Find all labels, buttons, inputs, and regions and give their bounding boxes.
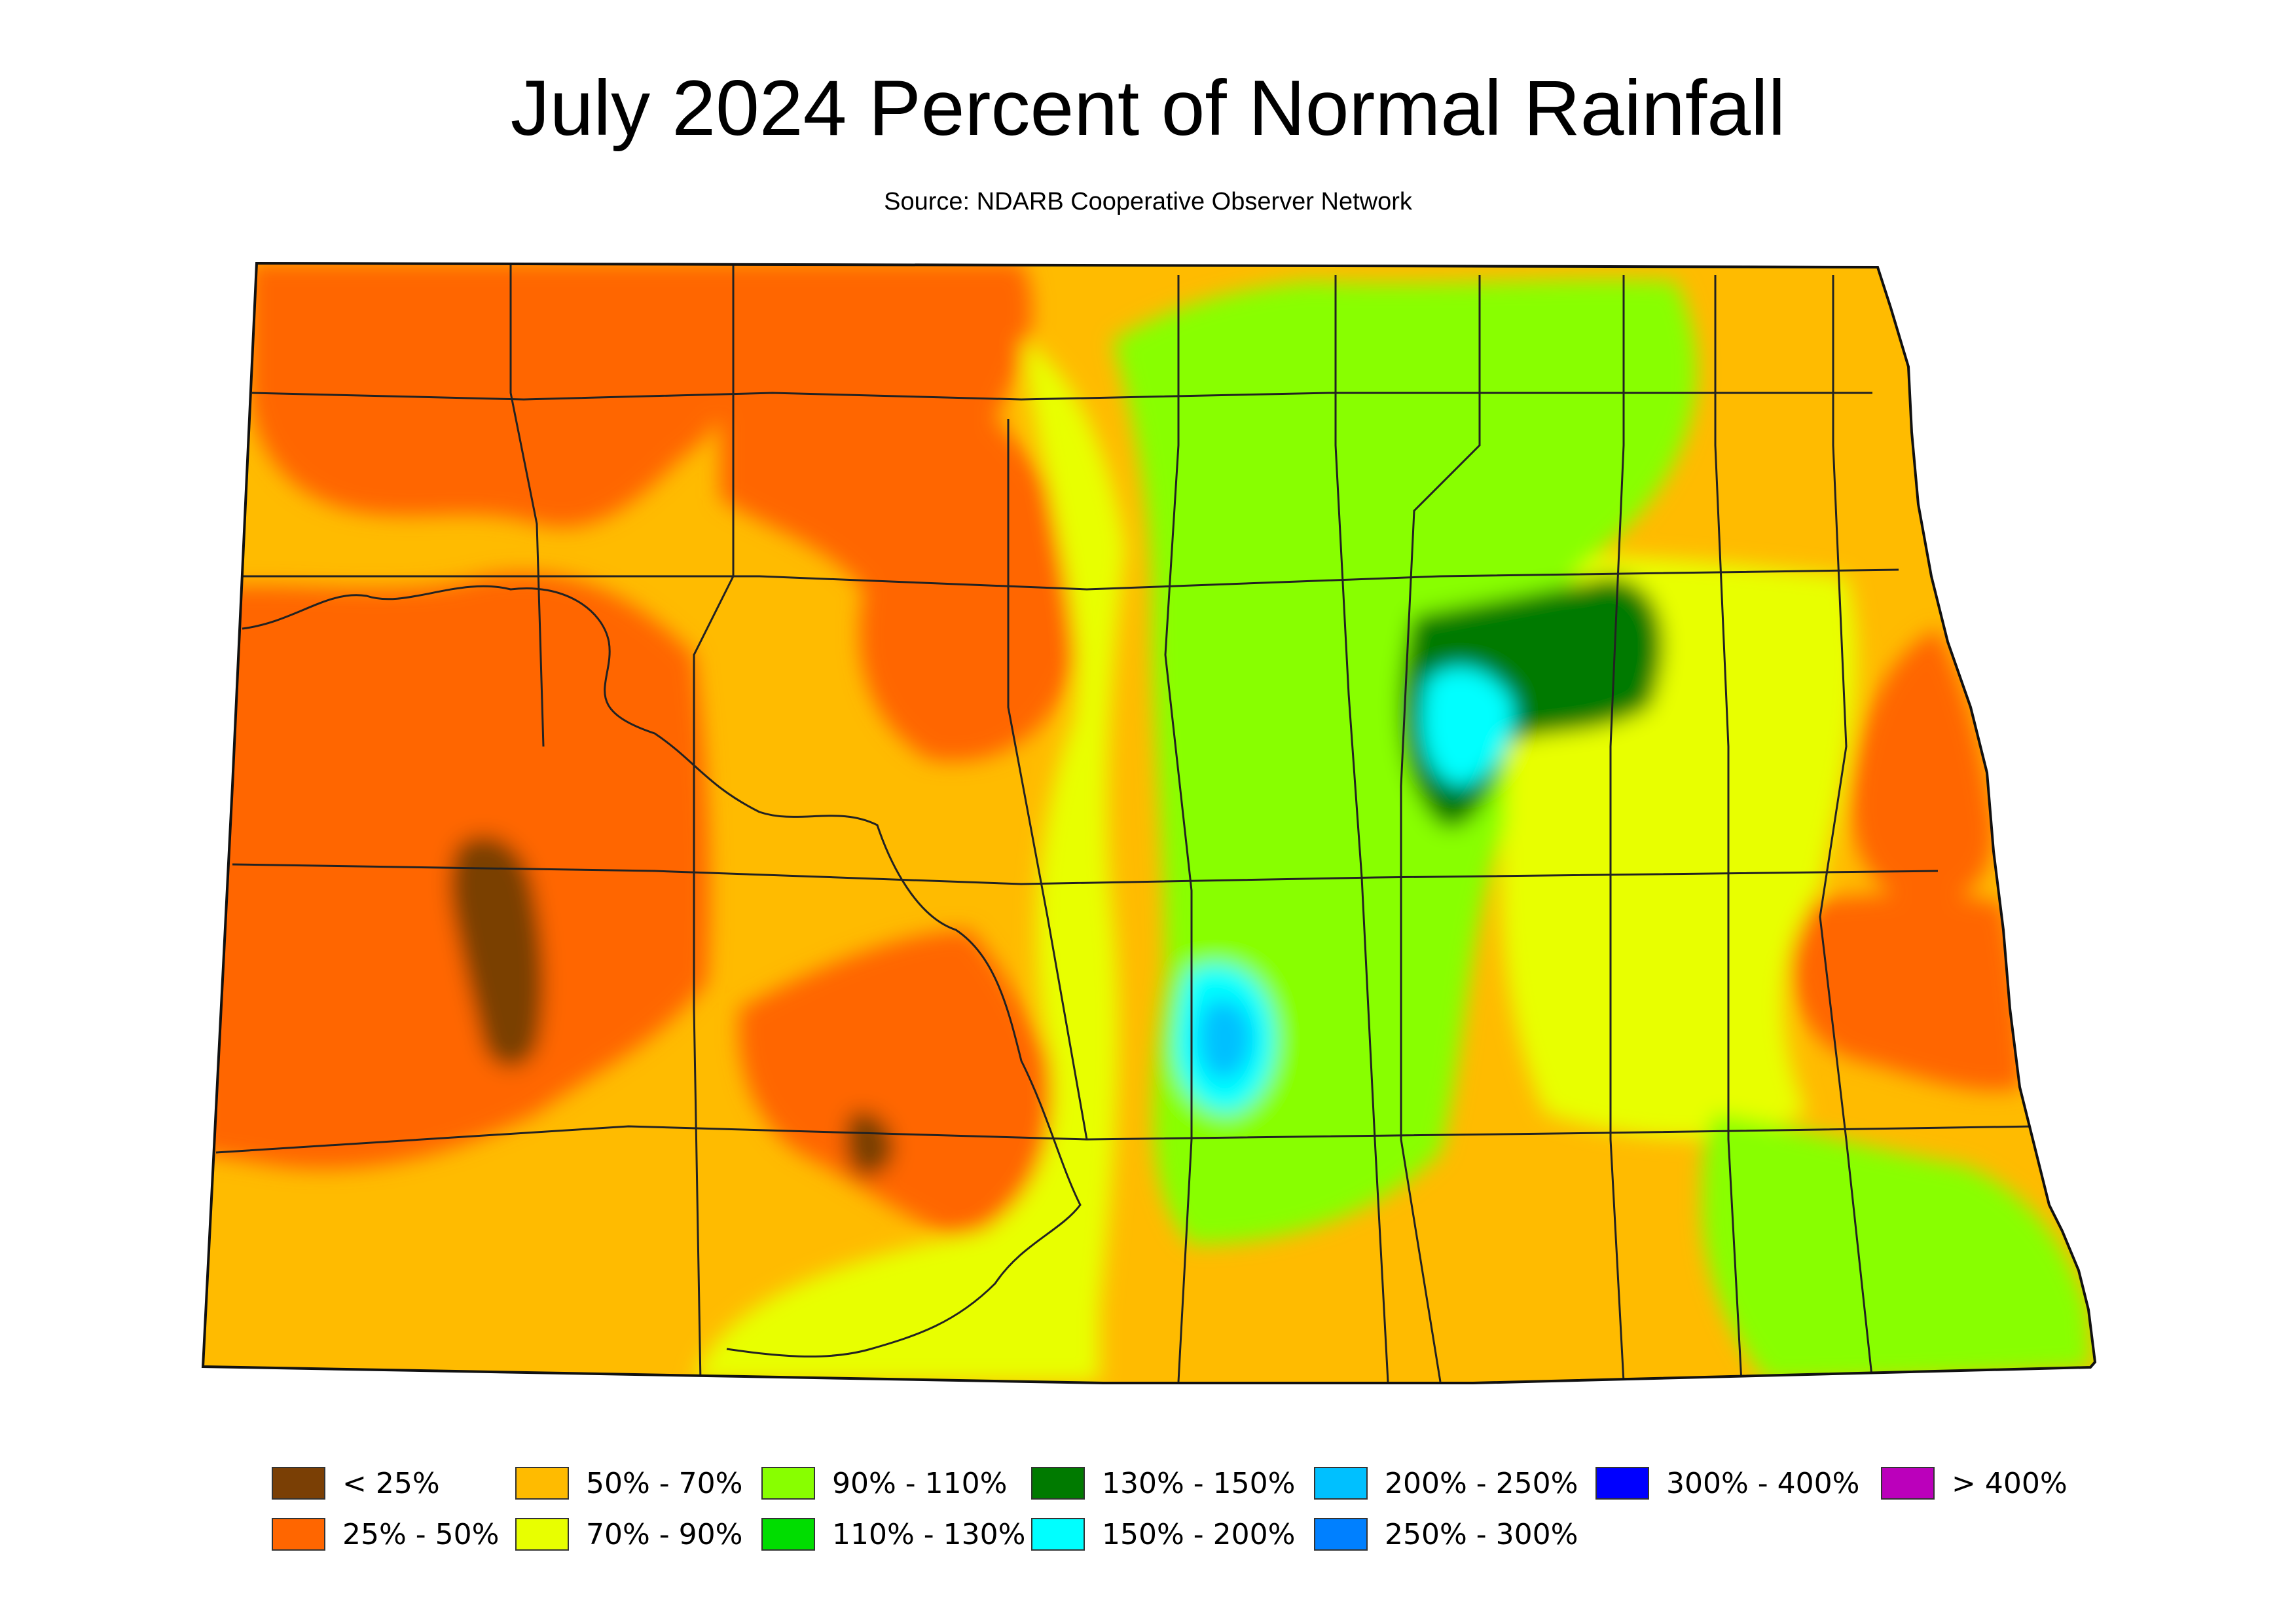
zone-southwest-very-dry — [845, 1111, 894, 1176]
legend-swatch — [761, 1467, 815, 1500]
legend-label: 25% - 50% — [342, 1517, 500, 1551]
legend-label: > 400% — [1952, 1466, 2068, 1500]
legend-item: 150% - 200% — [1031, 1517, 1295, 1552]
zone-southeast-green — [1702, 1113, 2092, 1382]
legend-item: 110% - 130% — [761, 1517, 1025, 1552]
legend-label: 250% - 300% — [1385, 1517, 1578, 1551]
legend-swatch — [272, 1518, 325, 1551]
state-outline — [201, 261, 2097, 1384]
legend-label: 50% - 70% — [586, 1466, 743, 1500]
legend-label: 300% - 400% — [1666, 1466, 1860, 1500]
legend-swatch — [1031, 1518, 1085, 1551]
legend-item: 50% - 70% — [515, 1466, 742, 1501]
legend-item: 70% - 90% — [515, 1517, 742, 1552]
missouri-river — [242, 585, 1082, 1358]
legend-item: < 25% — [272, 1466, 440, 1501]
zone-red-river-dry-south — [1790, 894, 2023, 1091]
legend-swatch — [1595, 1467, 1649, 1500]
legend-label: 110% - 130% — [832, 1517, 1026, 1551]
legend-item: 90% - 110% — [761, 1466, 1007, 1501]
map-title: July 2024 Percent of Normal Rainfall — [510, 64, 1786, 152]
legend-label: 90% - 110% — [832, 1466, 1008, 1500]
legend-swatch — [272, 1467, 325, 1500]
legend-label: 150% - 200% — [1102, 1517, 1296, 1551]
legend-label: 130% - 150% — [1102, 1466, 1296, 1500]
zone-devils-lake-very-wet — [1422, 667, 1514, 786]
zone-north-central-dry — [720, 263, 1081, 762]
legend-item: > 400% — [1881, 1466, 2068, 1501]
legend-label: 70% - 90% — [586, 1517, 743, 1551]
legend-label: < 25% — [342, 1466, 440, 1500]
map-subtitle: Source: NDARB Cooperative Observer Netwo… — [884, 188, 1412, 215]
legend-item: 250% - 300% — [1314, 1517, 1578, 1552]
legend-item: 200% - 250% — [1314, 1466, 1578, 1501]
legend-swatch — [1881, 1467, 1935, 1500]
legend-swatch — [515, 1518, 569, 1551]
legend-swatch — [1314, 1518, 1368, 1551]
zone-south-central-dry — [738, 930, 1087, 1244]
legend-item: 25% - 50% — [272, 1517, 499, 1552]
zone-red-river-dry-north — [1851, 629, 1994, 904]
legend-item: 300% - 400% — [1595, 1466, 1859, 1501]
legend-item: 130% - 150% — [1031, 1466, 1295, 1501]
legend-swatch — [1031, 1467, 1085, 1500]
legend-label: 200% - 250% — [1385, 1466, 1578, 1500]
rainfall-field — [203, 263, 2095, 1383]
zone-mercer-very-dry — [450, 836, 544, 1067]
legend-swatch — [515, 1467, 569, 1500]
legend-swatch — [761, 1518, 815, 1551]
zone-central-yellow — [694, 341, 1126, 1382]
zone-northwest-dry — [249, 263, 745, 528]
legend-swatch — [1314, 1467, 1368, 1500]
zone-central-very-wet — [1199, 1000, 1252, 1080]
county-boundaries — [215, 263, 2037, 1382]
